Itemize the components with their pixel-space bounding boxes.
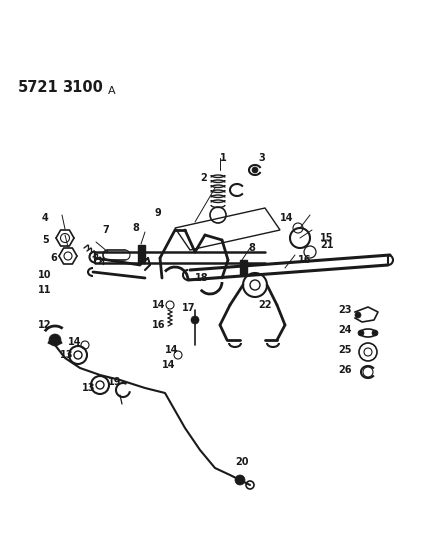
Text: 20: 20 [235,457,249,467]
Circle shape [49,334,61,346]
Text: 21: 21 [320,240,333,250]
Circle shape [235,475,245,485]
Circle shape [355,312,361,318]
Text: 19: 19 [108,377,122,387]
Text: 16: 16 [298,255,312,265]
Text: 10: 10 [38,270,51,280]
Text: 15: 15 [320,233,333,243]
Bar [138,245,145,263]
Circle shape [191,316,199,324]
Text: 23: 23 [338,305,351,315]
Text: 12: 12 [38,320,51,330]
Text: 18: 18 [195,273,208,283]
Text: 13: 13 [60,350,74,360]
Text: 5: 5 [42,235,49,245]
Text: 9: 9 [155,208,162,218]
Text: 14: 14 [162,360,175,370]
Text: 4: 4 [42,213,49,223]
Text: 22: 22 [258,300,271,310]
Text: 24: 24 [338,325,351,335]
Text: 3: 3 [258,153,265,163]
Text: 11: 11 [38,285,51,295]
Text: 3100: 3100 [62,80,103,95]
Text: 1: 1 [220,153,227,163]
Text: 14: 14 [280,213,294,223]
Text: 26: 26 [338,365,351,375]
Circle shape [372,330,378,336]
Text: 6: 6 [50,253,57,263]
Text: 13: 13 [82,383,95,393]
Text: 7: 7 [102,225,109,235]
Text: 25: 25 [338,345,351,355]
Circle shape [252,167,258,173]
Text: 8: 8 [132,223,139,233]
Text: 14: 14 [68,337,81,347]
Bar [240,260,247,275]
Text: A: A [108,86,116,96]
Text: 14: 14 [152,300,166,310]
Text: 16: 16 [152,320,166,330]
Text: 14: 14 [165,345,178,355]
Text: 5721: 5721 [18,80,59,95]
Text: 8: 8 [248,243,255,253]
Text: 17: 17 [182,303,196,313]
Circle shape [358,330,364,336]
Text: 2: 2 [200,173,207,183]
